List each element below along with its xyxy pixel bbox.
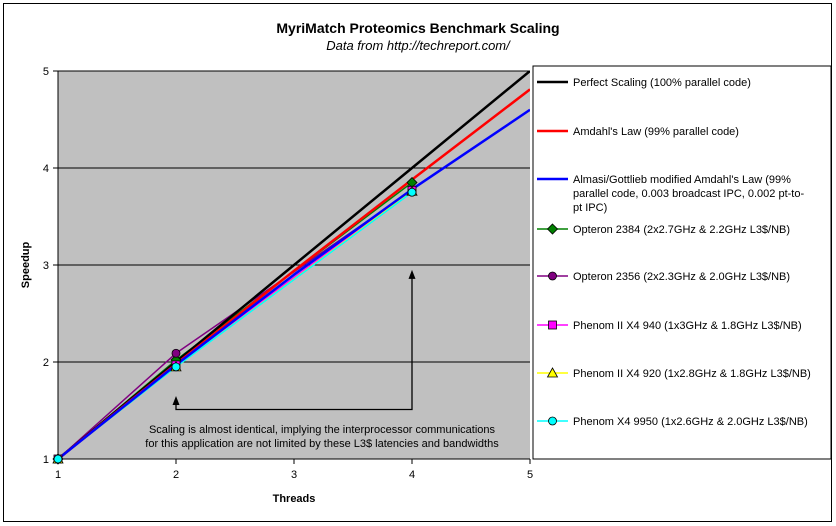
chart: MyriMatch Proteomics Benchmark Scaling D… [20, 20, 832, 505]
x-axis-title: Threads [273, 493, 316, 505]
y-tick-label: 1 [43, 454, 49, 466]
legend-label-series-3: Almasi/Gottlieb modified Amdahl's Law (9… [573, 174, 804, 214]
annotation-arrowhead-left [172, 395, 180, 405]
y-tick-label: 2 [43, 357, 49, 369]
x-tick-label: 1 [55, 469, 61, 481]
legend-label-series-1: Perfect Scaling (100% parallel code) [573, 77, 751, 89]
legend-label-series-7: Phenom II X4 920 (1x2.8GHz & 1.8GHz L3$/… [573, 368, 811, 380]
x-tick-label: 3 [291, 469, 297, 481]
y-axis-title: Speedup [20, 241, 32, 288]
axes: 1 2 3 4 5 1 2 3 4 5 [43, 66, 533, 481]
legend-label-series-4: Opteron 2384 (2x2.7GHz & 2.2GHz L3$/NB) [573, 224, 790, 236]
data-point-series-8 [171, 362, 181, 372]
y-tick-label: 3 [43, 260, 49, 272]
data-point-series-5 [171, 348, 181, 358]
chart-frame: MyriMatch Proteomics Benchmark Scaling D… [3, 3, 832, 522]
x-tick-label: 5 [527, 469, 533, 481]
legend-label-series-5: Opteron 2356 (2x2.3GHz & 2.0GHz L3$/NB) [573, 271, 790, 283]
x-tick-label: 4 [409, 469, 415, 481]
legend-label-series-8: Phenom X4 9950 (1x2.6GHz & 2.0GHz L3$/NB… [573, 416, 808, 428]
legend-marker-series-6 [548, 320, 557, 330]
chart-subtitle: Data from http://techreport.com/ [326, 38, 511, 53]
legend-marker-series-5 [548, 271, 557, 281]
series-line-3 [58, 108, 530, 459]
annotation-arrowhead-right [408, 269, 416, 279]
legend-label-series-6: Phenom II X4 940 (1x3GHz & 1.8GHz L3$/NB… [573, 320, 802, 332]
x-tick-label: 2 [173, 469, 179, 481]
data-point-series-8 [53, 454, 63, 464]
annotation-text-line: Scaling is almost identical, implying th… [149, 424, 496, 436]
chart-title: MyriMatch Proteomics Benchmark Scaling [276, 20, 559, 36]
y-tick-label: 5 [43, 66, 49, 78]
legend-label-series-2: Amdahl's Law (99% parallel code) [573, 126, 739, 138]
annotation-text-line: for this application are not limited by … [145, 438, 499, 450]
legend-marker-series-8 [548, 416, 557, 426]
annotation-bracket [175, 277, 413, 411]
legend [532, 65, 832, 460]
legend-marker-series-7 [546, 367, 559, 378]
data-point-series-8 [407, 187, 417, 197]
annotation: Scaling is almost identical, implying th… [145, 269, 499, 450]
y-tick-label: 4 [43, 163, 49, 175]
legend-marker-series-4 [546, 223, 559, 235]
legend-entries: Perfect Scaling (100% parallel code) Amda… [537, 77, 811, 428]
series-markers [52, 176, 418, 465]
